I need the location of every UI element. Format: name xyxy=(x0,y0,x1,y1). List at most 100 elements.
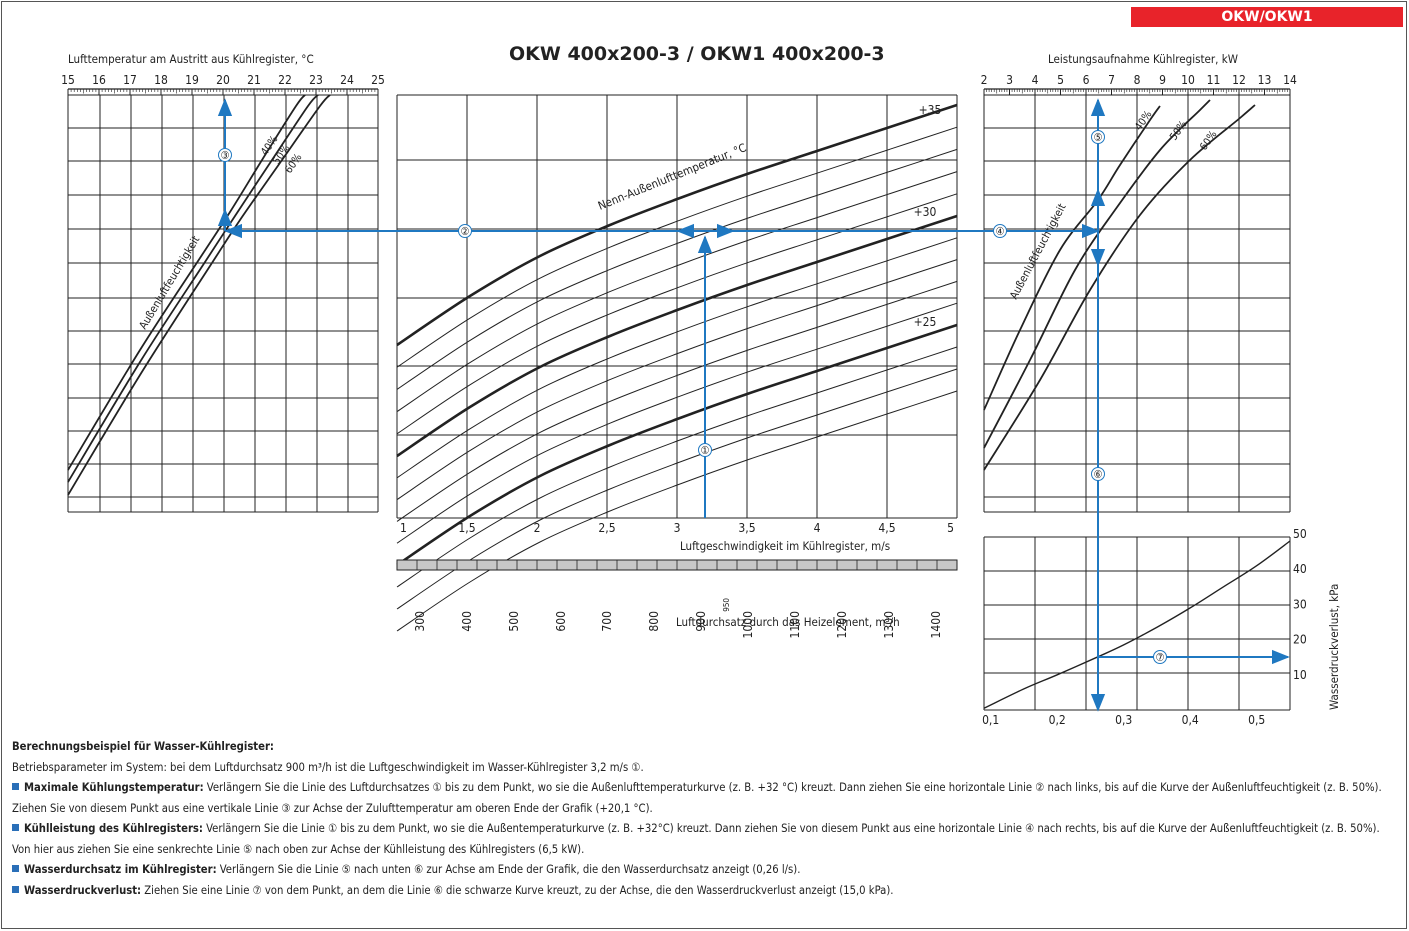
step-marker-label: ⑥ xyxy=(1094,468,1103,481)
chart3-x-tick-label: 13 xyxy=(1258,73,1272,87)
chart2-airflow-tick-label: 400 xyxy=(460,611,474,632)
product-badge: OKW/OKW1 xyxy=(1131,7,1403,27)
chart2-airflow-tick-label: 1400 xyxy=(929,611,943,639)
chart2-temperature-curve-+30 xyxy=(396,214,958,458)
step-marker xyxy=(1091,130,1105,144)
step-marker-label: ⑤ xyxy=(1094,131,1103,144)
step-marker xyxy=(698,443,712,457)
chart3-x-tick-label: 10 xyxy=(1181,73,1195,87)
chart2-airflow-tick-label: 300 xyxy=(413,611,427,632)
chart3-x-axis-title: Leistungsaufnahme Kühlregister, kW xyxy=(1048,52,1238,66)
description-step-3: Wasserdurchsatz im Kühlregister: Verläng… xyxy=(12,860,1392,881)
chart2-airflow-tick-label: 600 xyxy=(554,611,568,632)
chart4-x-tick-label: 0,4 xyxy=(1182,713,1199,727)
description-step-1: Maximale Kühlungstemperatur: Verlängern … xyxy=(12,781,1382,815)
chart1-x-tick-label: 25 xyxy=(371,73,385,87)
chart3-x-tick-label: 7 xyxy=(1108,73,1115,87)
chart3-humidity-label: 40% xyxy=(1133,109,1155,133)
step-marker xyxy=(1091,467,1105,481)
chart4-y-tick-label: 30 xyxy=(1293,597,1307,611)
chart1-x-tick-label: 24 xyxy=(340,73,354,87)
chart2-temperature-curve-minor xyxy=(396,259,958,501)
chart4-x-tick-label: 0,2 xyxy=(1049,713,1066,727)
chart3-x-tick-label: 9 xyxy=(1159,73,1166,87)
step-marker-label: ① xyxy=(701,444,710,457)
step-marker-label: ③ xyxy=(221,149,230,162)
chart2-temperature-curve-minor xyxy=(396,126,958,368)
bullet-icon xyxy=(12,885,19,893)
step-marker xyxy=(1153,650,1167,664)
chart3-humidity-curve-60% xyxy=(983,104,1256,471)
chart1-x-tick-label: 16 xyxy=(92,73,106,87)
chart2-temperature-curve-minor xyxy=(396,280,958,522)
chart2-airflow-tick-label: 1300 xyxy=(882,611,896,639)
bullet-icon xyxy=(12,783,19,790)
step-marker xyxy=(458,224,472,238)
chart2-x-tick-label: 1 xyxy=(400,521,407,535)
chart3-x-tick-label: 2 xyxy=(981,73,988,87)
chart4-x-tick-label: 0,1 xyxy=(982,713,999,727)
chart2-airflow-tick-label: 800 xyxy=(647,611,661,632)
description-step-4: Wasserdruckverlust: Ziehen Sie eine Lini… xyxy=(12,881,1392,902)
chart2-temperature-curve-minor xyxy=(396,237,958,479)
chart2-airflow-tick-label: 700 xyxy=(600,611,614,632)
chart1-x-tick-label: 23 xyxy=(309,73,323,87)
chart2-x-tick-label: 4 xyxy=(814,521,821,535)
chart2-temperature-curve-minor xyxy=(396,171,958,413)
chart2-airflow-tick-label: 500 xyxy=(507,611,521,632)
chart3-x-tick-label: 8 xyxy=(1134,73,1141,87)
bullet-icon xyxy=(12,865,19,872)
chart4-y-tick-label: 10 xyxy=(1293,668,1307,682)
chart2-airflow-tick-label: 1200 xyxy=(835,611,849,639)
chart2-temperature-curve-minor xyxy=(396,193,958,435)
chart2-series-label: +35 xyxy=(919,103,942,117)
chart2-x-tick-label: 3,5 xyxy=(738,521,755,535)
bullet-icon xyxy=(12,824,19,831)
step-marker xyxy=(993,224,1007,238)
chart3-x-tick-label: 4 xyxy=(1032,73,1039,87)
chart4-y-tick-label: 20 xyxy=(1293,633,1307,647)
chart4-y-tick-label: 40 xyxy=(1293,562,1307,576)
chart2-airflow-tick-label: 1100 xyxy=(788,611,802,639)
description-heading: Berechnungsbeispiel für Wasser-Kühlregis… xyxy=(12,740,274,753)
chart2-airflow-axis-title: Luftdurchsatz durch das Heizelement, m³/… xyxy=(676,615,900,629)
chart3-x-tick-label: 11 xyxy=(1207,73,1221,87)
calculation-description: Berechnungsbeispiel für Wasser-Kühlregis… xyxy=(12,737,1392,901)
description-intro: Betriebsparameter im System: bei dem Luf… xyxy=(12,760,644,774)
chart2-x-tick-label: 2,5 xyxy=(598,521,615,535)
step-marker-label: ④ xyxy=(996,225,1005,238)
chart1-x-tick-label: 17 xyxy=(123,73,137,87)
chart4-x-tick-label: 0,3 xyxy=(1115,713,1132,727)
chart2-temperature-curve-minor xyxy=(396,148,958,390)
chart2-x-tick-label: 3 xyxy=(674,521,681,535)
chart4-pressure-loss-curve xyxy=(983,540,1291,709)
chart2-temperature-curve-+35 xyxy=(396,103,958,347)
chart3-x-tick-label: 12 xyxy=(1232,73,1246,87)
chart4-x-tick-label: 0,5 xyxy=(1248,713,1265,727)
chart2-x-tick-label: 4,5 xyxy=(878,521,895,535)
chart4-y-tick-label: 50 xyxy=(1293,527,1307,541)
chart1-x-tick-label: 20 xyxy=(216,73,230,87)
step-marker xyxy=(218,148,232,162)
chart2-temperature-curve-minor xyxy=(396,368,958,610)
chart3-x-tick-label: 14 xyxy=(1283,73,1297,87)
chart3-x-tick-label: 6 xyxy=(1083,73,1090,87)
chart2-x-tick-label: 1,5 xyxy=(458,521,475,535)
step-marker-label: ⑦ xyxy=(1156,651,1165,664)
chart1-x-tick-label: 15 xyxy=(61,73,75,87)
chart1-x-axis-title: Lufttemperatur am Austritt aus Kühlregis… xyxy=(68,52,314,66)
chart1-x-tick-label: 19 xyxy=(185,73,199,87)
chart2-x-axis-title: Luftgeschwindigkeit im Kühlregister, m/s xyxy=(680,539,890,553)
chart4-y-axis-title: Wasserdruckverlust, kPa xyxy=(1327,584,1341,710)
chart2-airflow-tick-label: 1000 xyxy=(741,611,755,639)
chart2-airflow-tick-label: 900 xyxy=(694,611,708,632)
chart2-series-label: +30 xyxy=(914,205,937,219)
chart2-temperature-curve-+25 xyxy=(396,323,958,567)
chart1-humidity-curve-60% xyxy=(67,94,331,496)
step-marker-label: ② xyxy=(461,225,470,238)
chart2-x-tick-label: 2 xyxy=(534,521,541,535)
description-step-2: Kühlleistung des Kühlregisters: Verlänge… xyxy=(12,822,1380,856)
chart3-x-tick-label: 3 xyxy=(1006,73,1013,87)
